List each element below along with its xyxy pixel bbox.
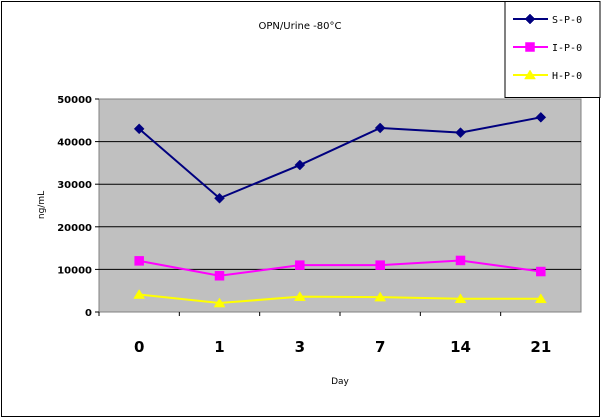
- y-tick-label: 10000: [57, 265, 92, 276]
- series-line: [139, 293, 541, 305]
- x-tick-label: 0: [134, 338, 144, 356]
- legend-entry: S-P-0: [513, 13, 582, 26]
- data-point-diamond: [374, 122, 386, 134]
- gridlines: [99, 141, 581, 270]
- data-point-triangle: [293, 291, 306, 301]
- y-tick-label: 40000: [57, 138, 92, 149]
- legend-entry: I-P-0: [513, 42, 582, 54]
- legend: S-P-0 I-P-0 H-P-0: [504, 1, 601, 98]
- legend-marker: [524, 69, 536, 80]
- data-point-square: [375, 260, 385, 270]
- x-tick-label: 1: [214, 338, 224, 356]
- legend-box: [504, 1, 601, 98]
- y-axis-ticks: 0 10000 20000 30000 40000 50000: [57, 95, 99, 319]
- data-point-triangle: [133, 289, 146, 299]
- data-point-diamond: [455, 127, 466, 139]
- chart-title: OPN/Urine -80°C: [259, 21, 342, 32]
- x-axis-ticks: 0 1 3 7 14 21: [98, 312, 551, 356]
- x-tick-label: 3: [295, 338, 305, 356]
- y-axis-label: ng/mL: [37, 191, 47, 219]
- x-tick-label: 21: [530, 338, 551, 356]
- data-point-square: [214, 271, 225, 281]
- data-point-square: [134, 256, 144, 266]
- series-line: [138, 259, 541, 277]
- y-tick-label: 50000: [57, 95, 92, 106]
- data-point-diamond: [535, 111, 547, 123]
- y-tick-label: 0: [85, 308, 92, 319]
- series-S-P-0: [133, 111, 547, 204]
- legend-label: I-P-0: [552, 43, 582, 54]
- legend-label: S-P-0: [552, 15, 582, 26]
- y-tick-label: 30000: [57, 180, 92, 191]
- data-point-diamond: [294, 159, 306, 171]
- data-point-diamond: [133, 123, 145, 135]
- data-point-square: [536, 266, 546, 277]
- plot-area: [98, 98, 582, 313]
- data-point-square: [455, 255, 466, 266]
- data-point-diamond: [214, 192, 225, 204]
- data-point-triangle: [534, 293, 547, 304]
- y-tick-label: 20000: [57, 223, 92, 234]
- legend-marker: [525, 42, 535, 52]
- data-point-triangle: [213, 297, 226, 308]
- legend-entry: H-P-0: [513, 69, 582, 82]
- x-tick-label: 7: [375, 338, 385, 356]
- x-tick-label: 14: [450, 338, 471, 356]
- series-lines: [133, 111, 547, 308]
- data-point-triangle: [454, 293, 467, 304]
- series-H-P-0: [133, 289, 547, 308]
- series-I-P-0: [134, 255, 546, 281]
- legend-marker: [524, 13, 536, 25]
- series-line: [138, 116, 542, 200]
- data-point-triangle: [374, 291, 387, 302]
- x-axis-label: Day: [331, 377, 349, 387]
- data-point-square: [295, 260, 305, 270]
- legend-label: H-P-0: [552, 71, 582, 82]
